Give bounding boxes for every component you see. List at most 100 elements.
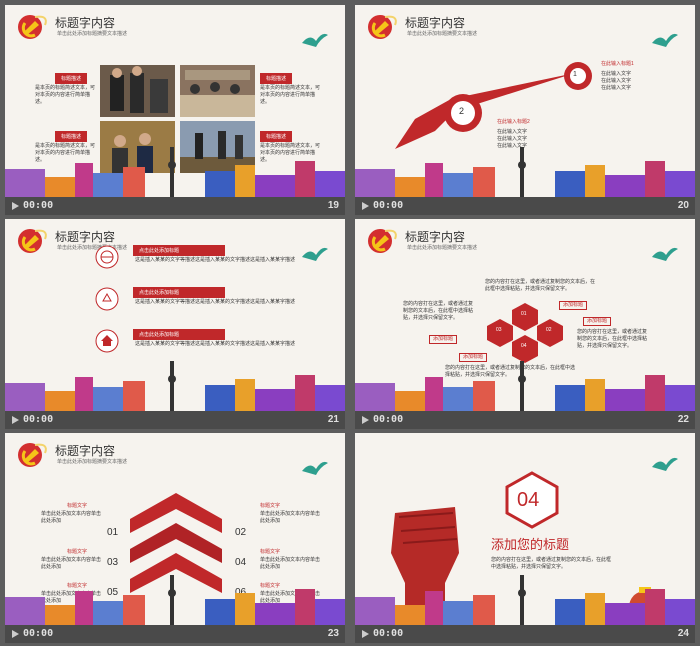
list-item: 在此输入文字 xyxy=(497,136,528,142)
section-number: 04 xyxy=(517,489,540,511)
item-text: 这是插入某某的文字等描述这是插入某某的文字描述这是插入某某字描述 xyxy=(135,257,296,263)
play-icon[interactable] xyxy=(10,201,20,211)
number-badge-hexagon xyxy=(505,471,559,529)
play-icon[interactable] xyxy=(360,629,370,639)
slide-thumbnail-19[interactable]: 标题字内容 单击此处添加标题摘要文本描述 标题描述 是本页的标题简述文本，可对本… xyxy=(5,5,345,215)
time-label: 00:00 xyxy=(373,628,404,639)
city-skyline xyxy=(5,147,345,197)
time-label: 00:00 xyxy=(373,200,404,211)
group-heading: 在此输入标题1 xyxy=(601,61,634,67)
hexagon-cluster xyxy=(487,303,563,363)
step-number: 1 xyxy=(573,71,577,78)
step-heading: 标题文字 xyxy=(67,583,88,589)
slide-status-bar: 00:00 20 xyxy=(355,197,695,215)
play-icon[interactable] xyxy=(10,629,20,639)
slide-status-bar: 00:00 19 xyxy=(5,197,345,215)
slide-subtitle: 单击此处添加标题摘要文本描述 xyxy=(57,459,128,465)
slide-status-bar: 00:00 24 xyxy=(355,625,695,643)
step-number: 06 xyxy=(235,587,247,598)
hex-number: 02 xyxy=(546,327,552,333)
hex-label: 添加标题 xyxy=(459,353,488,362)
slide-thumbnail-24[interactable]: 04 添加您的标题 您的内容打在这里，或者通过复制您的文本后，在此框中选择粘贴，… xyxy=(355,433,695,643)
description-text: 您的内容打在这里，或者通过复制您的文本后，在此框中选择粘贴，并选择只保留文字。 xyxy=(485,279,596,292)
step-heading: 标题文字 xyxy=(260,503,281,509)
chevron-stack xyxy=(130,493,222,593)
slide-thumbnail-23[interactable]: 标题字内容 单击此处添加标题摘要文本描述 01 02 03 04 05 06 标… xyxy=(5,433,345,643)
step-number: 02 xyxy=(235,527,247,538)
time-label: 00:00 xyxy=(373,414,404,425)
slide-status-bar: 00:00 22 xyxy=(355,411,695,429)
city-skyline xyxy=(5,361,345,411)
item-label: 点击此处添加标题 xyxy=(133,245,225,256)
party-emblem-icon xyxy=(368,229,397,253)
slide-number: 20 xyxy=(677,200,689,211)
hex-number: 01 xyxy=(521,311,527,317)
slide-thumbnail-21[interactable]: 标题字内容 单击此处添加标题摘要文本描述 点击此处添加标题 这是插入某某的文字等… xyxy=(5,219,345,429)
recycle-icon xyxy=(95,287,119,311)
slide-number: 21 xyxy=(327,414,339,425)
hex-label: 添加标题 xyxy=(429,335,458,344)
slide-canvas: 标题字内容 单击此处添加标题摘要文本描述 1 2 在此输入标题1 在此输入文字 … xyxy=(355,5,695,197)
step-desc: 单击此处添加文本内容单击此处添加 xyxy=(260,557,321,570)
hex-label: 添加标题 xyxy=(583,317,612,326)
play-icon[interactable] xyxy=(10,415,20,425)
step-number: 2 xyxy=(459,106,465,116)
slide-number: 23 xyxy=(327,628,339,639)
item-text: 这是插入某某的文字等描述这是插入某某的文字描述这是插入某某字描述 xyxy=(135,299,296,305)
item-label: 点击此处添加标题 xyxy=(133,329,225,340)
hex-label: 添加标题 xyxy=(559,301,588,310)
slide-thumbnail-22[interactable]: 标题字内容 单击此处添加标题摘要文本描述 01 02 03 04 您的内容打在这… xyxy=(355,219,695,429)
slide-subtitle: 单击此处添加标题摘要文本描述 xyxy=(407,245,478,251)
bird-icon xyxy=(652,247,678,261)
title-tag: 标题描述 xyxy=(260,73,293,84)
slide-number: 24 xyxy=(677,628,689,639)
party-emblem-icon xyxy=(18,443,47,467)
slide-title: 标题字内容 xyxy=(55,16,116,30)
play-icon[interactable] xyxy=(360,201,370,211)
time-label: 00:00 xyxy=(23,628,54,639)
list-item: 在此输入文字 xyxy=(497,129,528,135)
people-photo xyxy=(100,121,175,173)
city-skyline xyxy=(5,575,345,625)
step-number: 03 xyxy=(107,557,119,568)
title-tag: 标题描述 xyxy=(55,73,88,84)
step-heading: 标题文字 xyxy=(67,549,88,555)
party-emblem-icon xyxy=(368,15,397,39)
item-text: 这是插入某某的文字等描述这是插入某某的文字描述这是插入某某字描述 xyxy=(135,341,296,347)
section-desc: 您的内容打在这里，或者通过复制您的文本后，在此框中选择粘贴，并选择只保留文字。 xyxy=(491,557,612,570)
group-heading: 在此输入标题2 xyxy=(497,119,530,125)
slide-canvas: 04 添加您的标题 您的内容打在这里，或者通过复制您的文本后，在此框中选择粘贴，… xyxy=(355,433,695,625)
slide-subtitle: 单击此处添加标题摘要文本描述 xyxy=(57,245,128,251)
step-heading: 标题文字 xyxy=(67,503,88,509)
step-circle-1 xyxy=(564,62,592,90)
planting-photo xyxy=(180,121,255,173)
slide-canvas: 标题字内容 单击此处添加标题摘要文本描述 点击此处添加标题 这是插入某某的文字等… xyxy=(5,219,345,411)
slide-title: 标题字内容 xyxy=(405,230,466,244)
description-text: 您的内容打在这里，或者通过复制您的文本后，在此框中选择粘贴，并选择只保留文字。 xyxy=(577,329,648,349)
city-skyline xyxy=(355,361,695,411)
slide-thumbnail-20[interactable]: 标题字内容 单击此处添加标题摘要文本描述 1 2 在此输入标题1 在此输入文字 … xyxy=(355,5,695,215)
hex-number: 04 xyxy=(521,343,527,349)
globe-icon xyxy=(95,245,119,269)
title-tag: 标题描述 xyxy=(55,131,88,142)
bird-icon xyxy=(652,33,678,47)
party-emblem-icon xyxy=(18,229,47,253)
party-emblem-icon xyxy=(18,15,47,39)
meeting-photo xyxy=(100,65,175,117)
arrow-graphic xyxy=(395,73,575,149)
home-icon xyxy=(95,329,119,353)
slide-title: 标题字内容 xyxy=(55,230,116,244)
list-item: 在此输入文字 xyxy=(497,143,528,149)
description-text: 是本页的标题简述文本，可对本页的内容进行简单描述。 xyxy=(260,85,321,105)
slide-canvas: 标题字内容 单击此处添加标题摘要文本描述 标题描述 是本页的标题简述文本，可对本… xyxy=(5,5,345,197)
step-number: 05 xyxy=(107,587,119,598)
step-number: 01 xyxy=(107,527,119,538)
bird-icon xyxy=(302,33,328,47)
step-desc: 单击此处添加文本内容单击此处添加 xyxy=(260,591,321,604)
play-icon[interactable] xyxy=(360,415,370,425)
conference-photo xyxy=(180,65,255,117)
slide-canvas: 标题字内容 单击此处添加标题摘要文本描述 01 02 03 04 您的内容打在这… xyxy=(355,219,695,411)
title-tag: 标题描述 xyxy=(260,131,293,142)
slide-status-bar: 00:00 23 xyxy=(5,625,345,643)
city-skyline xyxy=(355,147,695,197)
